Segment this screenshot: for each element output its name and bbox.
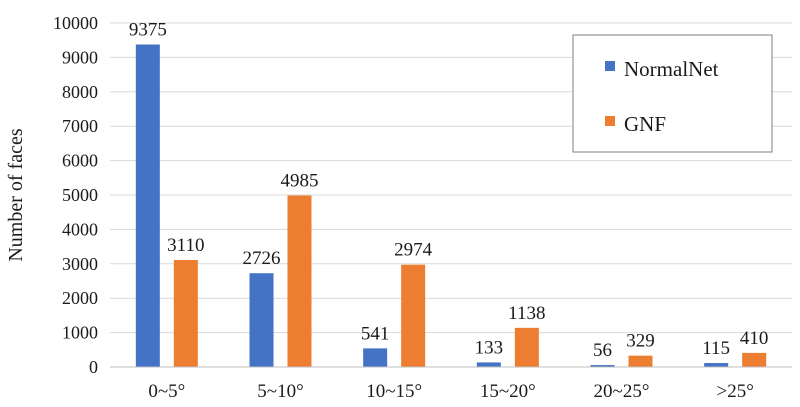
y-tick-labels: 0 1000 2000 3000 4000 5000 6000 7000 8000 9000 100… xyxy=(53,13,98,377)
bar-gnf-4 xyxy=(628,355,653,367)
y-tick-label: 6000 xyxy=(62,151,98,171)
bar-gnf-2 xyxy=(401,264,426,367)
legend-label-normalnet: NormalNet xyxy=(624,57,719,81)
x-tick-labels: 0~5° 5~10° 10~15° 15~20° 20~25° >25° xyxy=(148,381,753,402)
data-label-normalnet-1: 2726 xyxy=(243,248,281,269)
y-tick-label: 8000 xyxy=(62,82,98,102)
y-tick-label: 9000 xyxy=(62,47,98,67)
legend-swatch-normalnet xyxy=(605,61,615,71)
bar-normalnet-3 xyxy=(476,362,501,367)
y-tick-label: 1000 xyxy=(62,323,98,343)
y-tick-label: 4000 xyxy=(62,219,98,239)
data-label-gnf-3: 1138 xyxy=(508,303,545,324)
legend-label-gnf: GNF xyxy=(624,112,666,136)
bar-gnf-3 xyxy=(514,327,539,367)
bar-normalnet-0 xyxy=(135,44,160,367)
data-label-normalnet-2: 541 xyxy=(361,323,390,344)
bar-gnf-1 xyxy=(287,195,312,367)
data-label-normalnet-0: 9375 xyxy=(129,20,167,41)
bars xyxy=(135,44,767,367)
data-label-normalnet-3: 133 xyxy=(475,337,504,358)
y-tick-label: 3000 xyxy=(62,254,98,274)
x-tick-label: 5~10° xyxy=(257,381,303,402)
x-tick-label: 15~20° xyxy=(480,381,536,402)
data-label-gnf-2: 2974 xyxy=(394,240,433,261)
y-tick-label: 10000 xyxy=(53,13,98,33)
x-tick-label: 0~5° xyxy=(148,381,185,402)
y-tick-label: 7000 xyxy=(62,116,98,136)
legend: NormalNet GNF xyxy=(572,34,773,153)
bar-normalnet-5 xyxy=(704,363,729,367)
data-label-gnf-5: 410 xyxy=(740,328,769,349)
bar-normalnet-1 xyxy=(249,273,274,367)
grid-lines xyxy=(110,22,792,334)
data-label-gnf-4: 329 xyxy=(626,331,655,352)
bar-normalnet-2 xyxy=(363,348,388,367)
bar-gnf-5 xyxy=(742,352,767,367)
y-tick-label: 2000 xyxy=(62,288,98,308)
x-tick-label: 20~25° xyxy=(594,381,650,402)
y-tick-label: 5000 xyxy=(62,185,98,205)
y-axis-label: Number of faces xyxy=(5,128,27,261)
bar-gnf-0 xyxy=(173,260,198,367)
data-label-normalnet-5: 115 xyxy=(702,338,730,359)
y-tick-label: 0 xyxy=(89,357,98,377)
legend-box xyxy=(572,34,773,153)
data-label-gnf-1: 4985 xyxy=(281,171,319,192)
bar-normalnet-4 xyxy=(590,365,615,367)
legend-swatch-gnf xyxy=(605,116,615,126)
x-tick-label: 10~15° xyxy=(366,381,422,402)
x-tick-label: >25° xyxy=(717,381,754,402)
data-label-gnf-0: 3110 xyxy=(167,235,204,256)
data-label-normalnet-4: 56 xyxy=(593,340,612,361)
